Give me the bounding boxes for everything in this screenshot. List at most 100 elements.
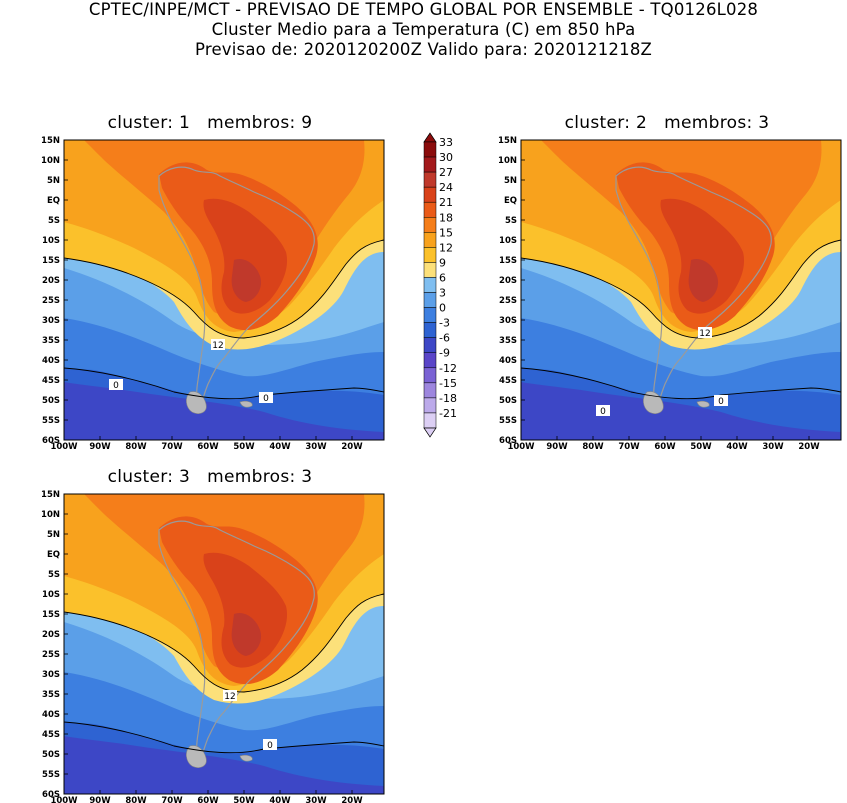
latitude-tick-label: 15S [42, 256, 60, 266]
latitude-tick-label: 10N [41, 156, 60, 166]
continent-outline [615, 166, 772, 410]
longitude-tick-label: 30W [305, 796, 327, 803]
latitude-tick-label: 30S [42, 316, 60, 326]
longitude-tick-label: 30W [762, 442, 784, 450]
longitude-tick-label: 80W [582, 442, 604, 450]
contour-label: 0 [267, 741, 273, 751]
colorbar-swatch [423, 382, 437, 399]
contour-label: 0 [263, 394, 269, 404]
colorbar-swatch [423, 352, 437, 369]
colorbar-level-label: 18 [439, 211, 453, 224]
latitude-tick-label: 15S [42, 610, 60, 620]
latitude-tick-label: 10S [42, 590, 60, 600]
latitude-tick-label: 40S [42, 356, 60, 366]
latitude-tick-label: 60S [42, 436, 60, 446]
continent-outline [158, 166, 315, 410]
colorbar-level-label: 24 [439, 181, 453, 194]
colorbar-swatch [423, 367, 437, 384]
latitude-tick-label: 55S [499, 416, 517, 426]
panel-title: cluster: 3 membros: 3 [107, 467, 313, 487]
latitude-tick-label: 20S [499, 276, 517, 286]
colorbar-level-label: 30 [439, 151, 453, 164]
latitude-tick-label: 35S [499, 336, 517, 346]
colorbar-level-label: -9 [439, 347, 450, 360]
colorbar-level-label: -12 [439, 362, 457, 375]
contour-line-12 [521, 239, 841, 339]
header-title: CPTEC/INPE/MCT - PREVISAO DE TEMPO GLOBA… [88, 0, 759, 19]
latitude-tick-label: 15S [499, 256, 517, 266]
colorbar-swatch [423, 337, 437, 353]
map-plot-area [520, 139, 842, 441]
longitude-tick-label: 20W [798, 442, 820, 450]
longitude-tick-label: 20W [341, 442, 363, 450]
latitude-tick-label: 15N [41, 490, 60, 500]
longitude-tick-label: 90W [546, 442, 568, 450]
longitude-tick-label: 40W [726, 442, 748, 450]
latitude-tick-label: 10S [42, 236, 60, 246]
contour-label: 0 [113, 381, 119, 391]
temperature-contour-fill [231, 258, 262, 302]
contour-line-12 [64, 593, 384, 693]
panel-title: cluster: 1 membros: 9 [107, 113, 313, 133]
longitude-tick-label: 60W [197, 442, 219, 450]
map-frame [520, 139, 842, 441]
colorbar-level-label: 0 [439, 302, 446, 315]
longitude-tick-label: 30W [305, 442, 327, 450]
colorbar-swatch [423, 412, 437, 429]
longitude-tick-label: 50W [233, 442, 255, 450]
colorbar-level-label: 3 [439, 287, 446, 300]
colorbar-swatch [423, 277, 437, 293]
temperature-contour-fill [203, 198, 288, 314]
latitude-tick-label: 25S [42, 650, 60, 660]
colorbar-level-label: 21 [439, 196, 453, 209]
contour-label-box [109, 379, 123, 390]
contour-label-box [211, 339, 225, 350]
contour-label-box [714, 395, 728, 406]
colorbar-level-label: -3 [439, 317, 450, 330]
latitude-tick-label: 5N [47, 530, 60, 540]
latitude-tick-label: 55S [42, 770, 60, 780]
contour-label-box [259, 392, 273, 403]
colorbar-bottom-arrow [423, 427, 437, 438]
temperature-map: 12 0 0 15N 10N 5N EQ 5S 10S 15S 20S 25S 30S 35S 40S 45S… [41, 136, 385, 450]
longitude-tick-label: 40W [269, 442, 291, 450]
contour-label-box [596, 405, 610, 416]
colorbar-level-label: -6 [439, 332, 450, 345]
longitude-tick-label: 70W [161, 796, 183, 803]
temperature-contour-fill [660, 198, 745, 314]
contour-label-box [223, 690, 237, 701]
contour-line-0 [64, 721, 384, 754]
latitude-tick-label: 10S [499, 236, 517, 246]
colorbar-top-arrow [423, 132, 437, 143]
longitude-tick-label: 90W [89, 442, 111, 450]
colorbar-swatch [423, 247, 437, 263]
temperature-contour-fill [203, 552, 288, 668]
temperature-contour-fill [688, 258, 719, 302]
contour-label: 12 [699, 329, 710, 339]
figure-header: CPTEC/INPE/MCT - PREVISAO DE TEMPO GLOBA… [0, 0, 847, 60]
colorbar-level-label: 9 [439, 256, 446, 269]
colorbar-level-label: -21 [439, 407, 457, 420]
latitude-tick-label: 10N [41, 510, 60, 520]
latitude-tick-label: 45S [42, 376, 60, 386]
latitude-tick-label: 45S [499, 376, 517, 386]
colorbar-swatch [423, 156, 437, 173]
colorbar-level-label: 27 [439, 166, 453, 179]
longitude-tick-label: 90W [89, 796, 111, 803]
colorbar-swatch [423, 171, 437, 188]
latitude-tick-label: 25S [42, 296, 60, 306]
longitude-tick-label: 60W [654, 442, 676, 450]
latitude-tick-label: 60S [42, 790, 60, 800]
latitude-tick-label: 40S [42, 710, 60, 720]
colorbar-level-label: -15 [439, 377, 457, 390]
latitude-tick-label: 50S [42, 396, 60, 406]
latitude-tick-label: EQ [47, 196, 60, 206]
latitude-tick-label: EQ [47, 550, 60, 560]
colorbar-swatch [423, 201, 437, 218]
contour-label: 12 [212, 341, 223, 351]
longitude-tick-label: 100W [50, 796, 78, 803]
latitude-tick-label: 25S [499, 296, 517, 306]
latitude-tick-label: 20S [42, 630, 60, 640]
latitude-tick-label: 20S [42, 276, 60, 286]
latitude-tick-label: 5N [47, 176, 60, 186]
